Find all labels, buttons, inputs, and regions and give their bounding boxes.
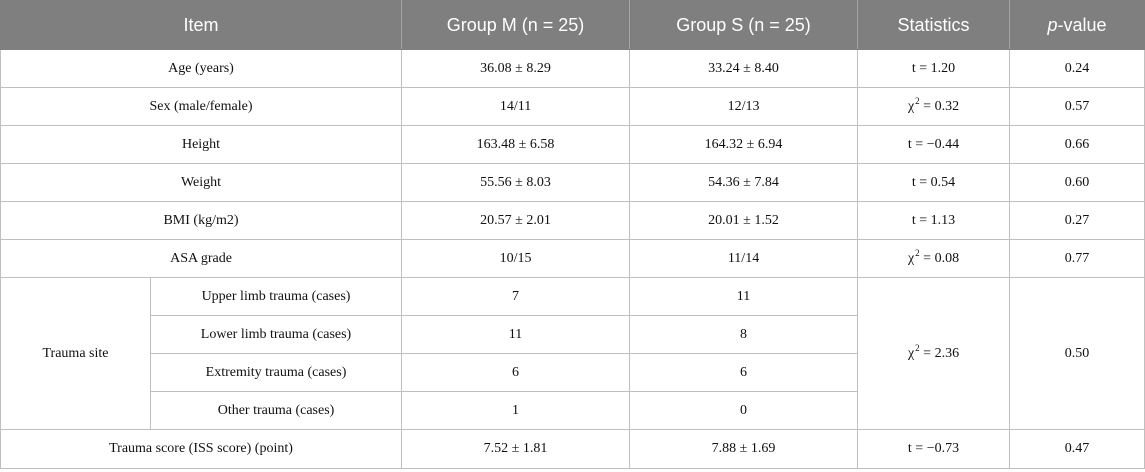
chi-value: = 2.36 (919, 345, 960, 361)
table-row: Age (years) 36.08 ± 8.29 33.24 ± 8.40 t … (0, 49, 1145, 88)
chi-symbol: χ (907, 345, 915, 361)
row-statistics: t = −0.73 (857, 429, 1011, 469)
row-statistics: t = 0.54 (857, 163, 1011, 202)
trauma-p-value: 0.50 (1009, 277, 1145, 430)
row-statistics: χ2 = 0.08 (857, 239, 1011, 278)
row-p-value: 0.47 (1009, 429, 1145, 469)
row-statistics: t = 1.20 (857, 49, 1011, 88)
trauma-group-m: 11 (401, 315, 631, 354)
row-statistics: t = −0.44 (857, 125, 1011, 164)
trauma-site-label: Trauma site (0, 277, 151, 430)
row-p-value: 0.57 (1009, 87, 1145, 126)
row-item: Sex (male/female) (0, 87, 403, 126)
chi-superscript: 2 (915, 342, 920, 353)
chi-superscript: 2 (915, 247, 920, 258)
trauma-group-s: 0 (629, 391, 859, 430)
trauma-group-m: 1 (401, 391, 631, 430)
row-group-s: 7.88 ± 1.69 (629, 429, 859, 469)
chi-value: = 0.32 (919, 98, 960, 114)
trauma-sub-item: Lower limb trauma (cases) (149, 315, 403, 354)
row-group-s: 20.01 ± 1.52 (629, 201, 859, 240)
trauma-row: Trauma site Upper limb trauma (cases) 7 … (0, 277, 1145, 430)
row-p-value: 0.24 (1009, 49, 1145, 88)
row-group-s: 33.24 ± 8.40 (629, 49, 859, 88)
trauma-group-m: 7 (401, 277, 631, 316)
trauma-row: Lower limb trauma (cases) 11 8 (1, 315, 1145, 354)
chi-superscript: 2 (915, 95, 920, 106)
trauma-statistics: χ2 = 2.36 (857, 277, 1011, 430)
row-item: BMI (kg/m2) (0, 201, 403, 240)
trauma-sub-item: Upper limb trauma (cases) (149, 277, 403, 316)
trauma-group-m: 6 (401, 353, 631, 392)
table-row: Sex (male/female) 14/11 12/13 χ2 = 0.32 … (0, 87, 1145, 126)
trauma-row: Extremity trauma (cases) 6 6 (1, 353, 1145, 392)
row-group-m: 20.57 ± 2.01 (401, 201, 631, 240)
header-group-m: Group M (n = 25) (401, 0, 631, 50)
trauma-group-s: 6 (629, 353, 859, 392)
row-item: Age (years) (0, 49, 403, 88)
header-statistics: Statistics (857, 0, 1011, 50)
table-row: Height 163.48 ± 6.58 164.32 ± 6.94 t = −… (0, 125, 1145, 164)
row-statistics: t = 1.13 (857, 201, 1011, 240)
row-group-s: 54.36 ± 7.84 (629, 163, 859, 202)
header-p-value: p-value (1009, 0, 1145, 50)
row-item: Weight (0, 163, 403, 202)
row-group-m: 14/11 (401, 87, 631, 126)
row-item: ASA grade (0, 239, 403, 278)
trauma-group-s: 11 (629, 277, 859, 316)
row-group-s: 164.32 ± 6.94 (629, 125, 859, 164)
row-item: Height (0, 125, 403, 164)
row-p-value: 0.27 (1009, 201, 1145, 240)
header-p-suffix: -value (1057, 14, 1107, 35)
chi-symbol: χ (907, 250, 915, 266)
row-group-m: 7.52 ± 1.81 (401, 429, 631, 469)
row-group-s: 12/13 (629, 87, 859, 126)
trauma-sub-item: Other trauma (cases) (149, 391, 403, 430)
row-p-value: 0.77 (1009, 239, 1145, 278)
trauma-group-s: 8 (629, 315, 859, 354)
chi-value: = 0.08 (919, 250, 960, 266)
row-p-value: 0.66 (1009, 125, 1145, 164)
table-row: Weight 55.56 ± 8.03 54.36 ± 7.84 t = 0.5… (0, 163, 1145, 202)
table-row: Trauma score (ISS score) (point) 7.52 ± … (0, 429, 1145, 469)
header-row: Item Group M (n = 25) Group S (n = 25) S… (0, 0, 1145, 50)
table-row: ASA grade 10/15 11/14 χ2 = 0.08 0.77 (0, 239, 1145, 278)
row-statistics: χ2 = 0.32 (857, 87, 1011, 126)
header-item: Item (0, 0, 403, 50)
row-group-m: 163.48 ± 6.58 (401, 125, 631, 164)
row-p-value: 0.60 (1009, 163, 1145, 202)
row-group-m: 55.56 ± 8.03 (401, 163, 631, 202)
row-item: Trauma score (ISS score) (point) (0, 429, 403, 469)
header-group-s: Group S (n = 25) (629, 0, 859, 50)
row-group-m: 10/15 (401, 239, 631, 278)
header-p-letter: p (1047, 14, 1058, 35)
row-group-m: 36.08 ± 8.29 (401, 49, 631, 88)
row-group-s: 11/14 (629, 239, 859, 278)
table-row: BMI (kg/m2) 20.57 ± 2.01 20.01 ± 1.52 t … (0, 201, 1145, 240)
chi-symbol: χ (907, 98, 915, 114)
trauma-sub-item: Extremity trauma (cases) (149, 353, 403, 392)
